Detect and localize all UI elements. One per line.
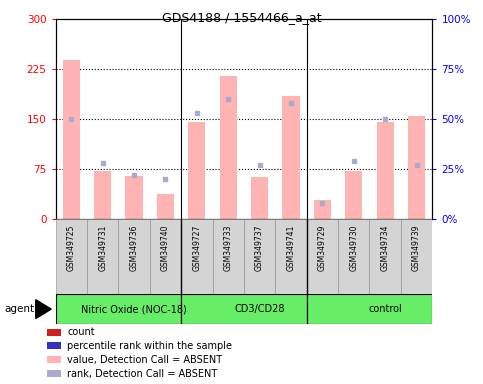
- Text: GSM349730: GSM349730: [349, 225, 358, 271]
- Text: GSM349740: GSM349740: [161, 225, 170, 271]
- Bar: [47, 329, 61, 336]
- Text: GSM349731: GSM349731: [98, 225, 107, 271]
- Bar: [401, 219, 432, 294]
- Bar: [47, 370, 61, 377]
- Bar: [56, 294, 181, 324]
- Polygon shape: [36, 300, 51, 319]
- Bar: [87, 219, 118, 294]
- Bar: [188, 122, 205, 219]
- Text: GDS4188 / 1554466_a_at: GDS4188 / 1554466_a_at: [162, 12, 321, 25]
- Text: GSM349736: GSM349736: [129, 225, 139, 271]
- Bar: [251, 177, 268, 219]
- Bar: [377, 122, 394, 219]
- Text: Nitric Oxide (NOC-18): Nitric Oxide (NOC-18): [81, 304, 187, 314]
- Bar: [283, 96, 299, 219]
- Bar: [345, 171, 362, 219]
- Bar: [157, 194, 174, 219]
- Text: value, Detection Call = ABSENT: value, Detection Call = ABSENT: [68, 355, 223, 365]
- Bar: [181, 294, 307, 324]
- Text: GSM349734: GSM349734: [381, 225, 390, 271]
- Bar: [275, 219, 307, 294]
- Bar: [56, 219, 87, 294]
- Text: agent: agent: [5, 304, 35, 314]
- Text: percentile rank within the sample: percentile rank within the sample: [68, 341, 232, 351]
- Text: GSM349733: GSM349733: [224, 225, 233, 271]
- Text: rank, Detection Call = ABSENT: rank, Detection Call = ABSENT: [68, 369, 218, 379]
- Text: GSM349741: GSM349741: [286, 225, 296, 271]
- Text: GSM349737: GSM349737: [255, 225, 264, 271]
- Bar: [314, 200, 331, 219]
- Bar: [47, 343, 61, 349]
- Bar: [126, 175, 142, 219]
- Text: CD3/CD28: CD3/CD28: [234, 304, 285, 314]
- Text: count: count: [68, 327, 95, 337]
- Bar: [220, 76, 237, 219]
- Bar: [369, 219, 401, 294]
- Bar: [338, 219, 369, 294]
- Text: GSM349729: GSM349729: [318, 225, 327, 271]
- Bar: [307, 219, 338, 294]
- Text: GSM349739: GSM349739: [412, 225, 421, 271]
- Bar: [408, 116, 425, 219]
- Bar: [94, 171, 111, 219]
- Bar: [118, 219, 150, 294]
- Text: GSM349725: GSM349725: [67, 225, 76, 271]
- Bar: [244, 219, 275, 294]
- Bar: [213, 219, 244, 294]
- Bar: [307, 294, 432, 324]
- Text: GSM349727: GSM349727: [192, 225, 201, 271]
- Bar: [181, 219, 213, 294]
- Bar: [63, 60, 80, 219]
- Text: control: control: [369, 304, 402, 314]
- Bar: [150, 219, 181, 294]
- Bar: [47, 356, 61, 363]
